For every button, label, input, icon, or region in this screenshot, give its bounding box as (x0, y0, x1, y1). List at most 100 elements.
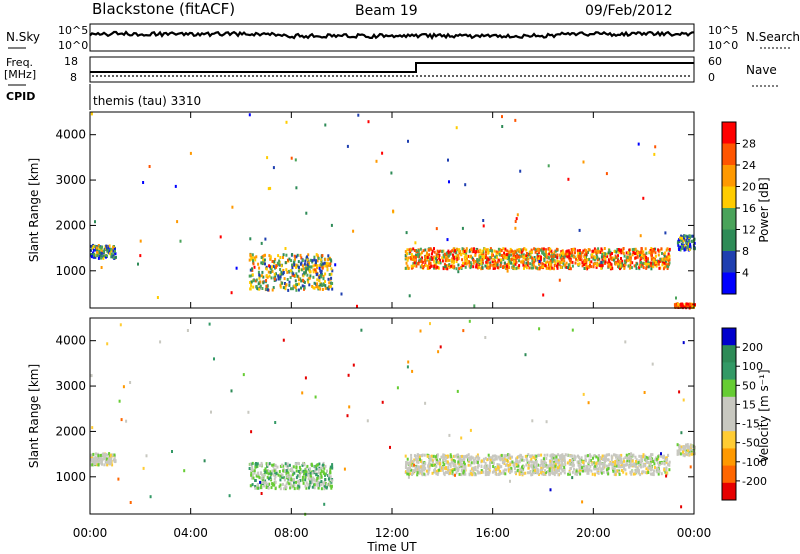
scatter-cell (417, 465, 419, 469)
nave-label: Nave (746, 63, 777, 77)
scatter-cell (522, 248, 525, 252)
y-tick-label: 1000 (55, 470, 86, 484)
beam-title: Beam 19 (355, 3, 418, 19)
scatter-cell (507, 453, 510, 457)
scatter-cell (645, 460, 648, 464)
scatter-cell (251, 268, 254, 272)
scatter-cell (405, 461, 408, 464)
scatter-cell (324, 280, 326, 284)
scatter-cell (271, 265, 273, 269)
scatter-cell (487, 473, 490, 476)
scatter-cell (252, 476, 255, 480)
scatter-cell (319, 269, 322, 273)
scatter-cell (569, 454, 572, 458)
scatter-cell (516, 469, 519, 473)
scatter-cell (529, 454, 532, 458)
scatter-cell (98, 245, 101, 249)
scatter-cell (562, 252, 565, 256)
scatter-cell (278, 259, 281, 263)
scatter-cell (343, 467, 346, 471)
scatter-cell (502, 258, 505, 261)
scatter-cell (430, 454, 433, 458)
scatter-cell (419, 257, 422, 261)
scatter-cell (679, 452, 682, 456)
scatter-cell (448, 468, 451, 472)
scatter-cell (414, 454, 417, 458)
scatter-cell (657, 463, 660, 467)
scatter-cell (308, 484, 311, 488)
scatter-cell (545, 248, 547, 252)
scatter-cell (515, 266, 518, 270)
scatter-cell (636, 249, 639, 253)
scatter-cell (295, 469, 298, 473)
x-tick-label: 04:00 (173, 526, 208, 540)
scatter-cell (435, 227, 438, 231)
scatter-cell (324, 286, 327, 290)
scatter-cell (444, 265, 447, 269)
scatter-cell (417, 249, 420, 253)
scatter-cell (486, 263, 489, 267)
scatter-cell (410, 253, 413, 256)
scatter-cell (118, 399, 121, 403)
scatter-cell (303, 463, 306, 467)
scatter-cell (629, 464, 632, 468)
scatter-cell (638, 469, 640, 473)
scatter-cell (504, 463, 507, 467)
scatter-cell (299, 468, 302, 471)
scatter-cell (569, 467, 572, 471)
scatter-cell (571, 328, 574, 332)
scatter-cell (328, 273, 331, 276)
scatter-cell (92, 452, 95, 456)
scatter-cell (579, 258, 582, 262)
scatter-cell (620, 248, 623, 252)
scatter-cell (681, 304, 684, 308)
scatter-cell (688, 450, 691, 454)
scatter-cell (464, 465, 467, 469)
scatter-cell (250, 470, 253, 474)
scatter-cell (657, 253, 660, 257)
scatter-cell (251, 253, 254, 257)
scatter-cell (318, 279, 321, 282)
scatter-cell (293, 284, 296, 288)
scatter-cell (513, 467, 516, 470)
scatter-cell (455, 260, 458, 263)
scatter-cell (582, 263, 585, 267)
scatter-cell (429, 322, 431, 326)
scatter-cell (308, 276, 311, 280)
scatter-cell (125, 419, 128, 423)
scatter-cell (571, 459, 574, 463)
scatter-cell (328, 476, 331, 480)
scatter-cell (432, 259, 435, 263)
scatter-cell (264, 253, 266, 257)
scatter-cell (499, 470, 501, 474)
scatter-cell (426, 266, 429, 270)
scatter-cell (661, 263, 664, 267)
scatter-cell (499, 264, 502, 267)
scatter-cell (113, 459, 116, 463)
scatter-cell (137, 262, 139, 266)
scatter-cell (308, 283, 311, 287)
scatter-cell (465, 262, 468, 266)
scatter-cell (408, 251, 411, 255)
scatter-cell (642, 470, 645, 474)
scatter-cell (450, 264, 453, 268)
scatter-cell (286, 467, 289, 471)
scatter-cell (421, 473, 424, 477)
scatter-cell (615, 454, 618, 458)
scatter-cell (458, 457, 461, 461)
scatter-cell (290, 485, 293, 489)
scatter-cell (248, 258, 251, 262)
scatter-cell (291, 266, 294, 270)
scatter-cell (590, 255, 593, 259)
scatter-cell (256, 472, 259, 476)
scatter-cell (322, 470, 325, 474)
scatter-cell (645, 251, 648, 255)
scatter-cell (302, 274, 305, 278)
scatter-cell (461, 264, 464, 267)
scatter-cell (511, 455, 513, 459)
scatter-cell (568, 462, 571, 466)
scatter-cell (107, 457, 110, 461)
scatter-cell (454, 454, 457, 458)
scatter-cell (656, 461, 659, 465)
